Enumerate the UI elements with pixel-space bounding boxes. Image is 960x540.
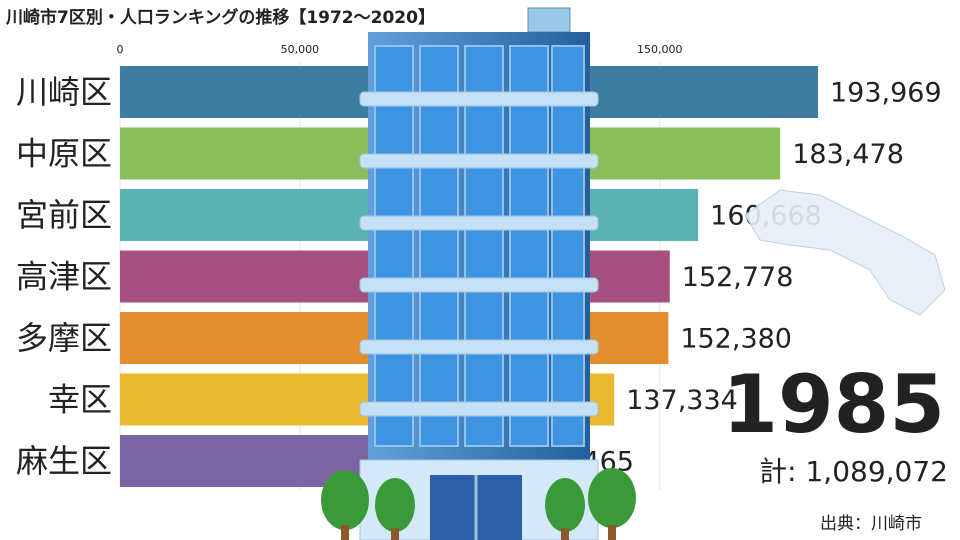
value-label: 137,334 xyxy=(626,385,738,416)
map-decoration xyxy=(744,189,946,316)
year-label: 1985 xyxy=(722,358,945,451)
source-label: 出典：川崎市 xyxy=(820,514,922,534)
category-label: 高津区 xyxy=(16,258,112,296)
total-label: 計: 1,089,072 xyxy=(759,455,948,488)
category-label: 宮前区 xyxy=(16,196,112,234)
category-label: 幸区 xyxy=(48,381,112,419)
category-label: 中原区 xyxy=(16,135,112,173)
x-tick-label: 0 xyxy=(117,43,124,56)
value-label: 183,478 xyxy=(792,139,904,170)
building-illustration xyxy=(321,7,636,540)
x-tick-label: 150,000 xyxy=(637,43,683,56)
category-label: 川崎区 xyxy=(16,73,112,111)
chart-title: 川崎市7区別・人口ランキングの推移【1972～2020】 xyxy=(5,7,435,28)
value-label: 193,969 xyxy=(830,78,942,109)
value-label: 152,778 xyxy=(682,262,794,293)
category-label: 麻生区 xyxy=(16,442,112,480)
x-tick-label: 50,000 xyxy=(281,43,320,56)
value-label: 152,380 xyxy=(680,324,792,355)
category-label: 多摩区 xyxy=(16,319,112,357)
